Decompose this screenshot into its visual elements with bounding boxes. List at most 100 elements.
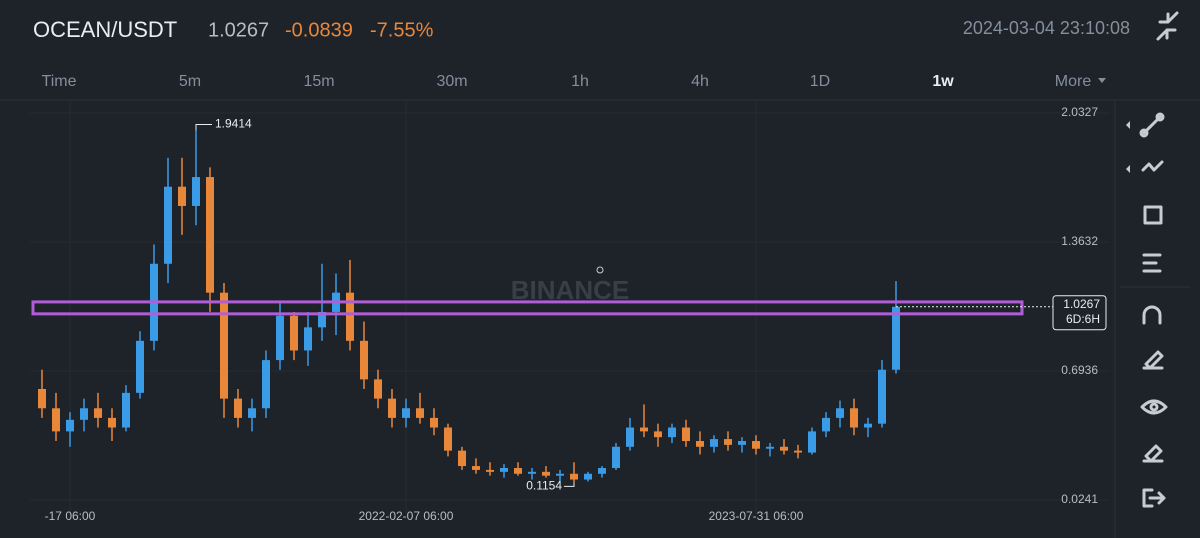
change-pct: -7.55% [370,19,434,41]
candle-body [486,469,494,472]
candle-body [178,186,186,206]
tab[interactable]: 5m [179,73,201,90]
candle-body [38,388,46,409]
y-tick-label: 1.3632 [1061,234,1098,248]
candle-body [290,315,298,351]
pair: OCEAN/USDT [33,17,177,42]
candle-body [584,473,592,480]
eye-tool[interactable] [1140,399,1168,415]
candle-body [724,439,732,445]
clock: 2024-03-04 23:10:08 [963,18,1130,38]
candle-body [626,427,634,447]
candle-body [80,408,88,420]
candle-body [668,427,676,438]
tabs: Time 5m 15m 30m 1h 4h 1D 1w More [42,73,1106,90]
pen-tool[interactable] [1142,350,1164,370]
tab[interactable]: 1D [810,73,830,90]
candle-body [276,315,284,361]
tab[interactable]: 4h [691,73,709,90]
y-tick-label: 2.0327 [1061,105,1098,119]
candle-body [388,398,396,418]
magnet-tool[interactable] [1142,305,1162,325]
low-leader [564,482,575,487]
candle-body [108,417,116,428]
candle-body [864,423,872,428]
candle-body [612,446,620,468]
candle-body [360,340,368,380]
candle-body [892,306,900,370]
candle-body [808,431,816,453]
high-leader [195,124,212,131]
candle-body [752,441,760,449]
candle-body [122,392,130,428]
x-tick-label: -17 06:00 [45,509,96,523]
position-tool[interactable] [1142,253,1162,273]
exit-tool[interactable] [1142,488,1166,508]
candle-body [234,398,242,418]
candle-body [598,467,606,474]
x-tick-label: 2022-02-07 06:00 [359,509,454,523]
candle-body [136,340,144,393]
candle-body [542,471,550,476]
tab[interactable]: 1w [932,73,954,90]
fib-tool[interactable] [1141,160,1164,172]
x-tick-label: 2023-07-31 06:00 [709,509,804,523]
rect-tool[interactable] [1143,205,1163,225]
line-tool[interactable] [1139,112,1165,138]
candle-body [374,379,382,399]
tab[interactable]: 30m [436,73,467,90]
candle-body [206,177,214,293]
candle-body [654,431,662,438]
candle-body [444,427,452,451]
candle-body [766,446,774,449]
candle-body [472,466,480,470]
candle-body [738,441,746,445]
collapse-icon[interactable] [1156,11,1179,41]
candle-body [570,473,578,480]
candle-body [528,471,536,474]
candle-body [794,450,802,453]
candle-body [822,417,830,432]
candle-body [192,177,200,206]
tab[interactable]: Time [42,73,77,90]
candle-body [780,446,788,451]
high-label: 1.9414 [215,117,252,131]
dropdown-caret [1098,78,1106,83]
candle-body [710,439,718,447]
candle-body [430,417,438,428]
candle-body [304,327,312,351]
candle-body [346,292,354,341]
watermark: BINANCE [511,275,629,305]
candle-body [458,450,466,467]
countdown: 6D:6H [1066,312,1100,326]
candle-body [878,369,886,424]
last-price: 1.0267 [208,19,269,41]
toolbar [1126,112,1168,508]
candle-body [66,419,74,432]
candle-body [248,408,256,418]
y-tick-label: 0.0241 [1061,492,1098,506]
candle-body [220,292,228,399]
candle-body [402,408,410,418]
price-tag [1052,295,1107,331]
tab[interactable]: More [1055,73,1092,90]
candle-body [640,427,648,432]
candle-body [416,408,424,418]
plot: 0.0241 0.6936 1.3632 2.0327 -17 06:00 2022-02… [30,100,1110,523]
eraser-tool[interactable] [1142,444,1164,463]
candle-body [94,408,102,418]
candle-body [500,467,508,472]
candle-body [696,441,704,447]
candle-body [164,186,172,264]
tab[interactable]: 1h [571,73,589,90]
candle-body [836,408,844,418]
tab[interactable]: 15m [303,73,334,90]
candle-body [556,473,564,476]
candle-body [850,408,858,428]
candle-body [262,360,270,409]
candle-body [514,467,522,474]
candle-body [52,408,60,432]
zone-box [31,300,1024,316]
